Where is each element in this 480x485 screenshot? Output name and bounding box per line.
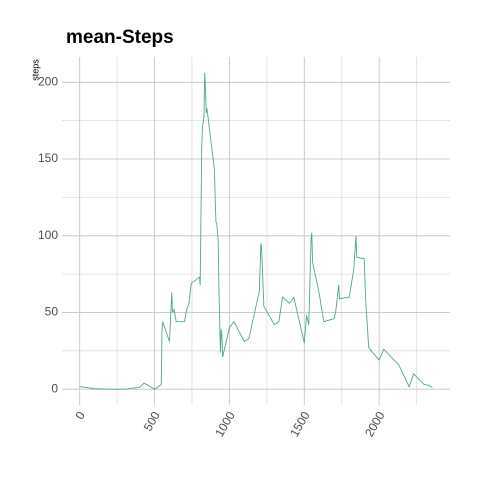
y-tick-label: 100: [38, 228, 58, 242]
x-tick-label: 1500: [287, 409, 313, 439]
x-tick-label: 1000: [212, 409, 238, 439]
line-series: [79, 72, 433, 390]
y-tick-label: 50: [45, 305, 59, 319]
y-axis-label: steps: [30, 59, 40, 81]
x-tick-label: 500: [141, 409, 163, 434]
x-tick-label: 2000: [362, 409, 388, 439]
y-tick-label: 150: [38, 151, 58, 165]
y-tick-label: 0: [51, 381, 58, 395]
y-tick-label: 200: [38, 74, 58, 88]
x-tick-label: 0: [73, 409, 89, 422]
chart-title: mean-Steps: [66, 27, 174, 48]
